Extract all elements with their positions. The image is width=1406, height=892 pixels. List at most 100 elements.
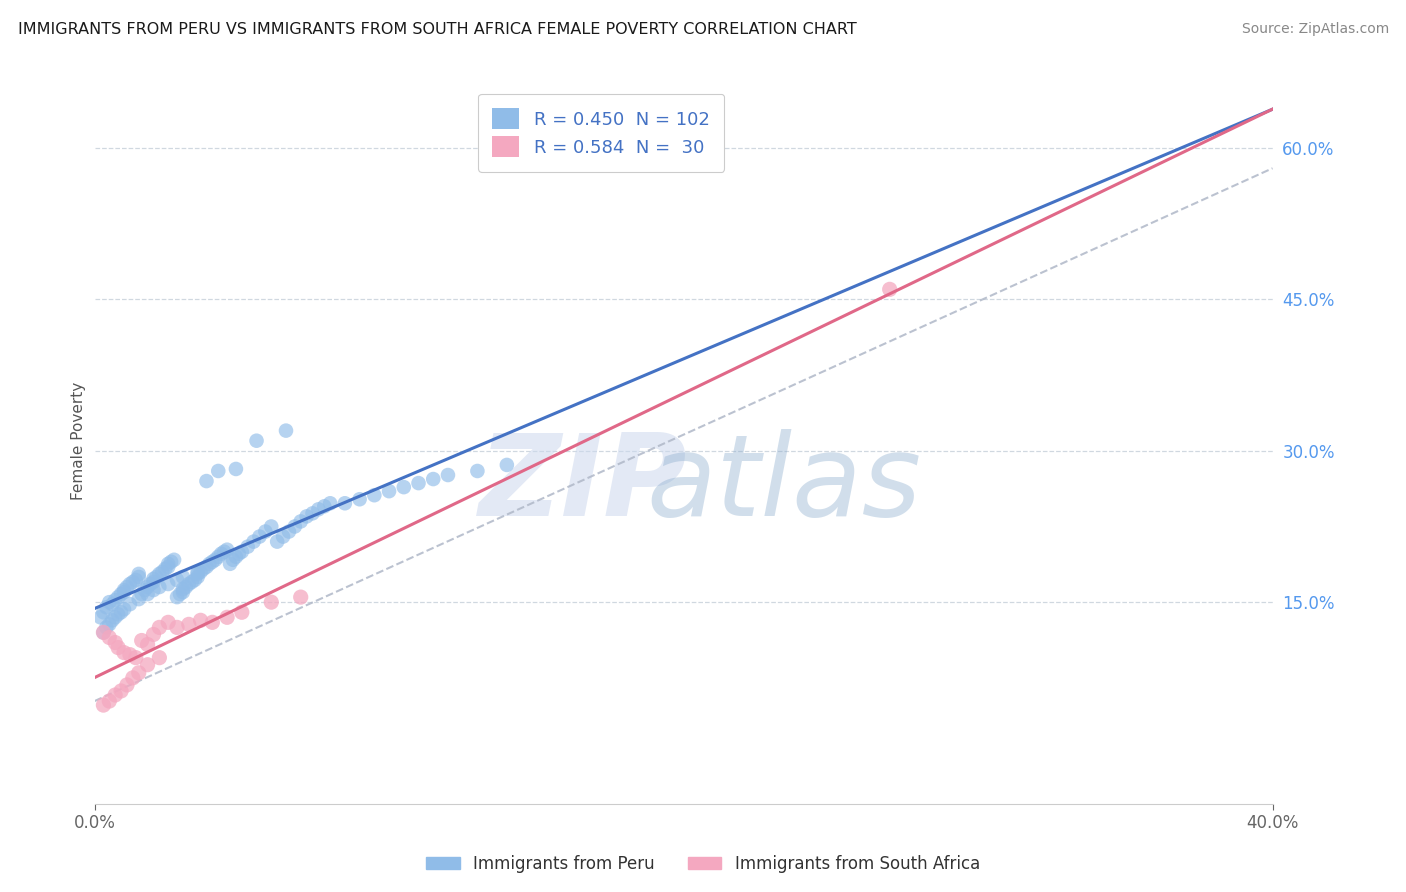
Point: [110, 587, 132, 601]
Point: [177, 577, 200, 591]
Point: [187, 570, 209, 584]
Point: [110, 605, 132, 619]
Point: [104, 610, 127, 624]
Point: [225, 549, 247, 564]
Point: [174, 580, 197, 594]
Point: [349, 492, 371, 507]
Point: [93, 625, 115, 640]
Point: [212, 545, 235, 559]
Point: [225, 462, 247, 476]
Point: [278, 524, 301, 539]
Point: [136, 587, 159, 601]
Point: [408, 476, 430, 491]
Point: [142, 582, 165, 597]
Y-axis label: Female Poverty: Female Poverty: [72, 382, 86, 500]
Point: [104, 593, 127, 607]
Point: [249, 530, 271, 544]
Point: [160, 555, 183, 569]
Point: [169, 587, 191, 601]
Point: [437, 468, 460, 483]
Point: [93, 625, 115, 640]
Point: [118, 577, 141, 591]
Point: [142, 572, 165, 586]
Point: [157, 559, 180, 574]
Point: [166, 573, 188, 587]
Point: [104, 635, 127, 649]
Point: [231, 545, 253, 559]
Point: [125, 573, 148, 587]
Point: [219, 557, 242, 571]
Point: [155, 562, 177, 576]
Point: [150, 565, 173, 579]
Point: [121, 574, 143, 589]
Point: [177, 617, 200, 632]
Point: [142, 574, 165, 589]
Point: [260, 595, 283, 609]
Point: [301, 507, 323, 521]
Point: [392, 480, 415, 494]
Point: [363, 488, 385, 502]
Point: [163, 553, 186, 567]
Point: [260, 519, 283, 533]
Point: [110, 684, 132, 698]
Point: [148, 566, 170, 581]
Point: [145, 570, 167, 584]
Point: [139, 577, 162, 591]
Point: [217, 610, 239, 624]
Point: [166, 620, 188, 634]
Point: [125, 650, 148, 665]
Point: [209, 547, 232, 561]
Point: [187, 565, 209, 579]
Text: IMMIGRANTS FROM PERU VS IMMIGRANTS FROM SOUTH AFRICA FEMALE POVERTY CORRELATION : IMMIGRANTS FROM PERU VS IMMIGRANTS FROM …: [18, 22, 858, 37]
Text: Source: ZipAtlas.com: Source: ZipAtlas.com: [1241, 22, 1389, 37]
Point: [112, 585, 135, 599]
Point: [295, 509, 318, 524]
Point: [172, 582, 194, 596]
Point: [187, 566, 209, 581]
Point: [131, 587, 153, 601]
Point: [98, 617, 121, 632]
Point: [193, 562, 215, 576]
Point: [190, 613, 212, 627]
Point: [207, 549, 229, 564]
Point: [467, 464, 489, 478]
Point: [228, 547, 250, 561]
Point: [422, 472, 444, 486]
Point: [98, 631, 121, 645]
Point: [195, 474, 218, 488]
Point: [107, 607, 129, 622]
Point: [180, 574, 202, 589]
Point: [128, 592, 150, 607]
Point: [236, 540, 259, 554]
Point: [495, 458, 517, 472]
Point: [148, 650, 170, 665]
Point: [101, 613, 124, 627]
Point: [118, 648, 141, 662]
Point: [222, 553, 245, 567]
Point: [107, 590, 129, 604]
Point: [195, 559, 218, 574]
Point: [172, 570, 194, 584]
Point: [96, 620, 118, 634]
Point: [242, 534, 264, 549]
Point: [207, 464, 229, 478]
Point: [198, 557, 221, 571]
Point: [112, 646, 135, 660]
Point: [319, 496, 342, 510]
Point: [284, 519, 307, 533]
Point: [183, 573, 205, 587]
Point: [107, 640, 129, 655]
Point: [115, 580, 138, 594]
Point: [166, 590, 188, 604]
Point: [314, 500, 336, 514]
Point: [93, 605, 115, 619]
Point: [128, 665, 150, 680]
Text: ZIP: ZIP: [479, 429, 688, 540]
Point: [201, 555, 224, 569]
Point: [131, 633, 153, 648]
Point: [879, 282, 901, 296]
Point: [136, 638, 159, 652]
Point: [290, 590, 312, 604]
Point: [190, 565, 212, 579]
Point: [172, 585, 194, 599]
